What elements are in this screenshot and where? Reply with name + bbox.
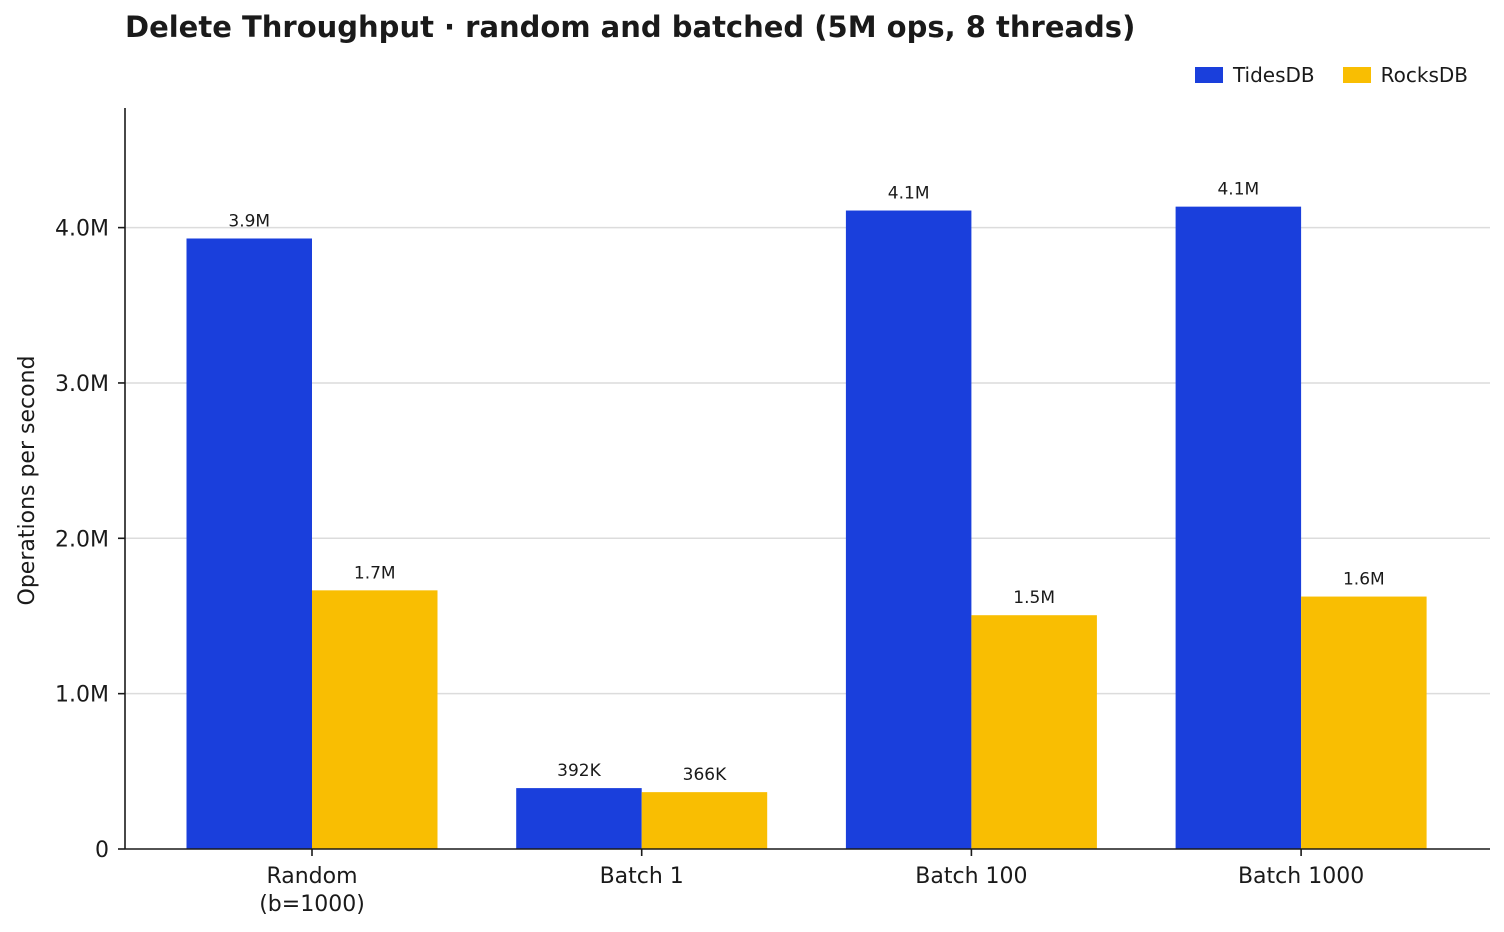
bar-value-label: 366K	[683, 765, 727, 785]
bar-value-label: 1.5M	[1013, 588, 1055, 608]
bar-rocksdb	[641, 792, 768, 849]
x-tick-label: (b=1000)	[259, 892, 365, 917]
bar-value-label: 1.7M	[354, 563, 396, 583]
y-axis-title: Operations per second	[15, 356, 40, 606]
y-tick-label: 1.0M	[55, 683, 109, 708]
bar-tidesdb	[186, 238, 312, 849]
bar-tidesdb	[1175, 206, 1302, 849]
legend-swatch-rocksdb	[1342, 67, 1371, 83]
y-tick-label: 3.0M	[55, 372, 109, 397]
bar-rocksdb	[971, 615, 1097, 849]
bar-rocksdb	[1301, 596, 1427, 849]
bar-value-label: 1.6M	[1343, 570, 1385, 590]
bar-tidesdb	[516, 788, 642, 849]
bar-value-label: 3.9M	[228, 211, 270, 231]
y-tick-label: 4.0M	[55, 217, 109, 242]
bar-rocksdb	[312, 590, 438, 849]
x-tick-label: Batch 1000	[1238, 864, 1364, 889]
legend: TidesDB RocksDB	[1167, 63, 1468, 87]
bar-value-label: 4.1M	[888, 184, 930, 204]
legend-label-rocksdb: RocksDB	[1380, 63, 1468, 87]
legend-swatch-tidesdb	[1194, 67, 1223, 83]
bar-value-label: 392K	[557, 761, 601, 781]
x-tick-label: Random	[266, 864, 357, 889]
y-tick-label: 0	[95, 838, 109, 863]
legend-item-tidesdb: TidesDB	[1194, 63, 1315, 87]
x-tick-label: Batch 100	[915, 864, 1027, 889]
bar-value-label: 4.1M	[1217, 180, 1259, 200]
chart-title: Delete Throughput · random and batched (…	[125, 10, 1136, 44]
x-tick-label: Batch 1	[600, 864, 684, 889]
legend-item-rocksdb: RocksDB	[1342, 63, 1468, 87]
bar-tidesdb	[845, 210, 972, 849]
legend-label-tidesdb: TidesDB	[1232, 63, 1315, 87]
y-tick-label: 2.0M	[55, 527, 109, 552]
